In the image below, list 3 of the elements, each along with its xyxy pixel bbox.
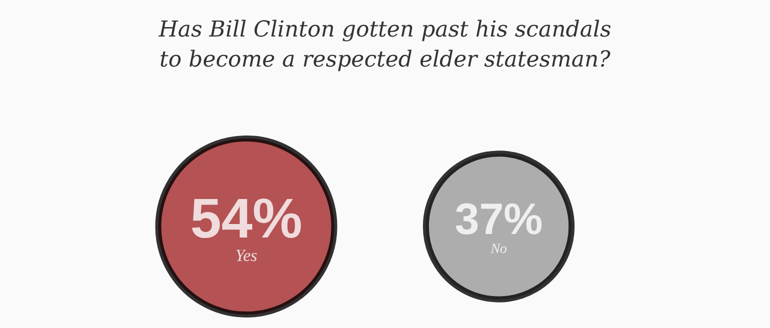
text: Has Bill Clinton gotten past his scandals to become a respected elder statesman? bbox=[158, 18, 612, 72]
category-label: No bbox=[490, 242, 507, 257]
data-label: 37% bbox=[454, 195, 543, 244]
